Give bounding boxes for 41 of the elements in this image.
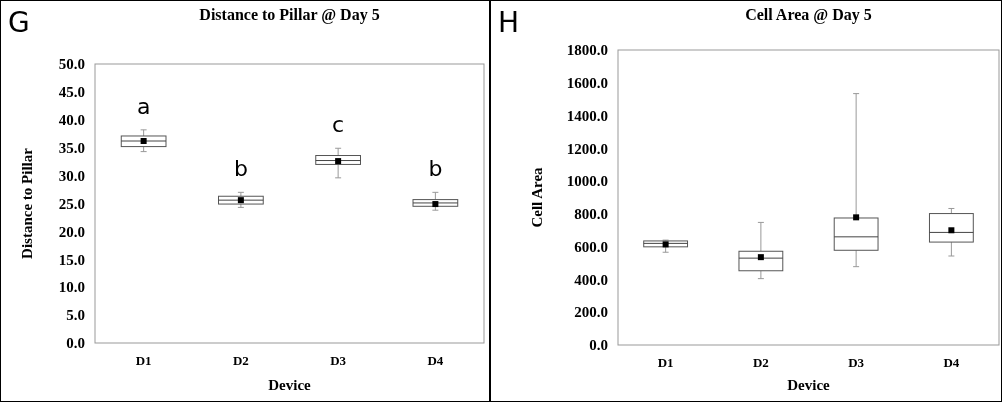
chart-title: Distance to Pillar @ Day 5 [199, 6, 380, 24]
x-tick-label: D2 [752, 355, 769, 370]
y-tick-label: 1800.0 [566, 42, 608, 59]
x-tick-label: D1 [657, 355, 674, 370]
y-tick-label: 0.0 [66, 335, 85, 352]
y-tick-label: 5.0 [66, 307, 85, 324]
text: H [498, 6, 520, 39]
y-tick-label: 1200.0 [566, 140, 608, 157]
y-axis-title: Distance to Pillar [19, 147, 35, 259]
y-tick-label: 1600.0 [566, 75, 608, 92]
y-tick-label: 15.0 [58, 251, 85, 268]
annotation: b [233, 156, 248, 182]
y-tick-label: 25.0 [58, 195, 85, 212]
y-tick-label: 40.0 [58, 112, 85, 129]
chart-title: Cell Area @ Day 5 [745, 6, 872, 24]
y-tick-label: 1000.0 [566, 173, 608, 190]
text: G [8, 6, 30, 39]
y-tick-label: 50.0 [58, 56, 85, 73]
x-tick-label: D3 [330, 353, 347, 368]
y-tick-label: 600.0 [574, 238, 608, 255]
y-tick-label: 0.0 [589, 337, 608, 354]
x-tick-label: D4 [943, 355, 960, 370]
y-tick-label: 400.0 [574, 271, 608, 288]
y-tick-label: 35.0 [58, 139, 85, 156]
x-axis-title: Device [787, 377, 831, 393]
y-tick-label: 30.0 [58, 167, 85, 184]
annotation: c [332, 112, 345, 138]
x-axis-title: Device [268, 377, 312, 393]
annotation: b [428, 156, 443, 182]
y-tick-label: 45.0 [58, 84, 85, 101]
x-tick-label: D2 [232, 353, 249, 368]
y-tick-label: 200.0 [574, 304, 608, 321]
x-tick-label: D1 [135, 353, 152, 368]
x-tick-label: D4 [427, 353, 444, 368]
annotation: a [136, 93, 151, 119]
y-tick-label: 20.0 [58, 223, 85, 240]
y-tick-label: 800.0 [574, 206, 608, 223]
y-axis-title: Cell Area [529, 166, 545, 228]
y-tick-label: 10.0 [58, 279, 85, 296]
y-tick-label: 1400.0 [566, 107, 608, 124]
x-tick-label: D3 [848, 355, 865, 370]
